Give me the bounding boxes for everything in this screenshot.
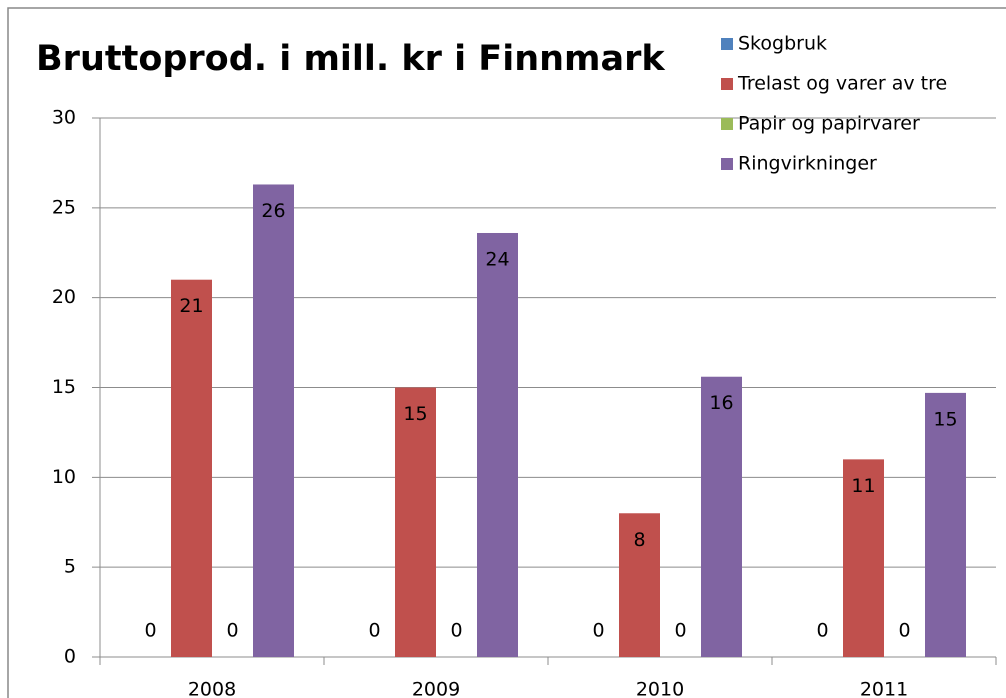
data-label: 0 <box>816 620 828 642</box>
bar <box>253 184 294 657</box>
x-tick-label: 2010 <box>636 679 684 698</box>
bar <box>925 392 966 657</box>
legend-label: Ringvirkninger <box>738 153 877 175</box>
bar <box>843 459 884 657</box>
bar <box>619 513 660 657</box>
data-label: 0 <box>450 620 462 642</box>
data-label: 26 <box>261 200 285 222</box>
y-tick-label: 25 <box>52 196 76 218</box>
legend-label: Skogbruk <box>738 33 827 55</box>
y-tick-label: 15 <box>52 376 76 398</box>
legend-swatch <box>721 38 733 50</box>
y-tick-label: 30 <box>52 107 76 129</box>
bar <box>171 279 212 657</box>
legend-swatch <box>721 118 733 130</box>
legend-label: Papir og papirvarer <box>738 113 920 135</box>
legend-label: Trelast og varer av tre <box>737 73 947 95</box>
data-label: 0 <box>368 620 380 642</box>
data-label: 0 <box>898 620 910 642</box>
y-tick-label: 20 <box>52 286 76 308</box>
data-label: 8 <box>633 529 645 551</box>
x-tick-label: 2009 <box>412 679 460 698</box>
x-tick-label: 2008 <box>188 679 236 698</box>
x-tick-label: 2011 <box>860 679 908 698</box>
data-label: 0 <box>592 620 604 642</box>
data-label: 15 <box>933 408 957 430</box>
bar <box>477 232 518 657</box>
data-label: 0 <box>674 620 686 642</box>
data-label: 11 <box>851 475 875 497</box>
data-label: 15 <box>403 403 427 425</box>
y-tick-label: 0 <box>64 646 76 668</box>
bar <box>395 387 436 657</box>
y-tick-label: 5 <box>64 556 76 578</box>
data-label: 24 <box>485 248 509 270</box>
bar <box>701 376 742 657</box>
data-label: 0 <box>226 620 238 642</box>
legend-swatch <box>721 78 733 90</box>
data-label: 0 <box>144 620 156 642</box>
y-tick-label: 10 <box>52 466 76 488</box>
legend-swatch <box>721 158 733 170</box>
data-label: 21 <box>179 295 203 317</box>
data-label: 16 <box>709 392 733 414</box>
chart-title: Bruttoprod. i mill. kr i Finnmark <box>36 39 665 79</box>
